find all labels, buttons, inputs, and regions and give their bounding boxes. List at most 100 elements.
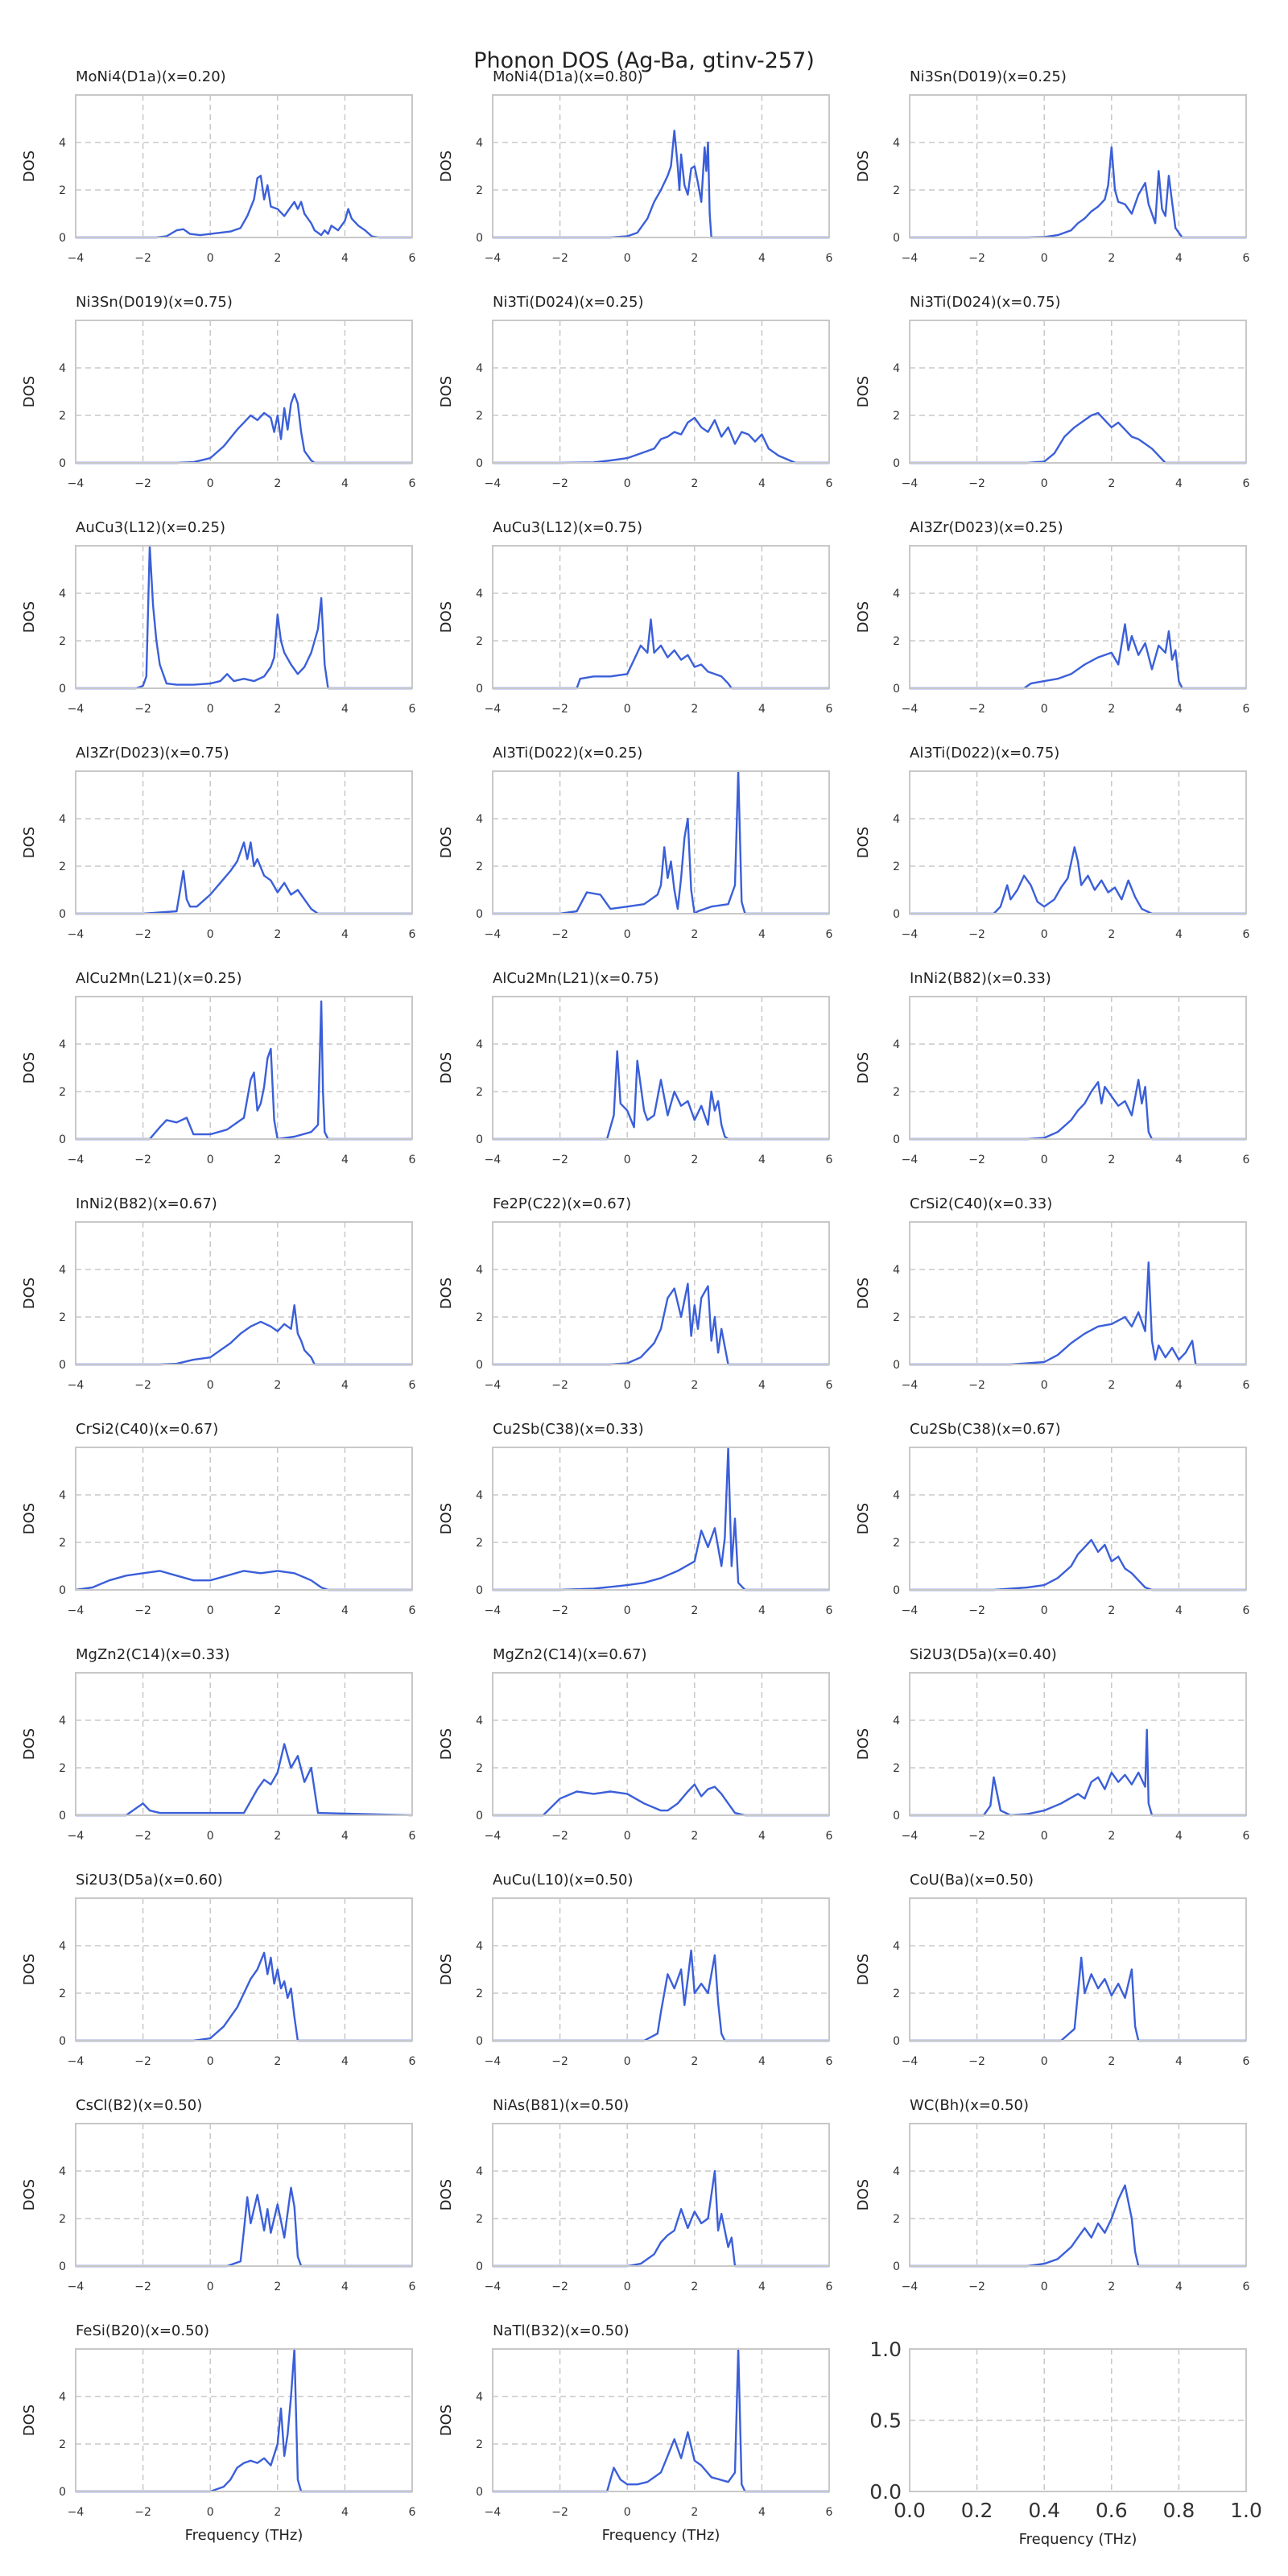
y-tick-label: 2 bbox=[893, 1537, 900, 1550]
y-axis-label: DOS bbox=[855, 2179, 872, 2211]
x-tick-label: 6 bbox=[826, 703, 833, 716]
x-tick-label: 2 bbox=[691, 252, 698, 265]
x-tick-label: 0 bbox=[207, 2281, 214, 2293]
x-tick-label: 0 bbox=[207, 477, 214, 490]
axes-frame bbox=[492, 1897, 830, 2041]
x-tick-label: 2 bbox=[274, 1379, 281, 1392]
x-tick-label: −2 bbox=[968, 2055, 985, 2068]
x-tick-label: 0 bbox=[1041, 1379, 1048, 1392]
x-tick-label: −4 bbox=[902, 928, 919, 941]
x-tick-label: 2 bbox=[691, 477, 698, 490]
panel-al3zr-d023-x-0-25: −4 −2 0 2 4 6 0 2 4 Al3Zr(D023)(x=0.25) DOS bbox=[855, 519, 1250, 716]
dos-series-line bbox=[76, 393, 412, 464]
x-tick-label: 0 bbox=[624, 703, 631, 716]
y-tick-label: 0 bbox=[59, 683, 66, 696]
axes-frame bbox=[909, 320, 1247, 464]
dos-series-line bbox=[910, 1956, 1246, 2042]
axes-frame bbox=[75, 2123, 413, 2267]
x-tick-label: −4 bbox=[902, 1154, 919, 1166]
x-tick-label: 2 bbox=[691, 1154, 698, 1166]
x-tick-label: 2 bbox=[1108, 703, 1115, 716]
x-tick-label: 4 bbox=[1175, 928, 1183, 941]
dos-series-line bbox=[76, 1951, 412, 2042]
x-tick-label: 4 bbox=[758, 703, 766, 716]
x-tick-label: 0 bbox=[624, 1379, 631, 1392]
x-tick-label: 4 bbox=[341, 1379, 349, 1392]
axes-frame bbox=[909, 996, 1247, 1140]
panel-cou-ba-x-0-50: −4 −2 0 2 4 6 0 2 4 CoU(Ba)(x=0.50) DOS bbox=[855, 1872, 1250, 2068]
y-tick-label: 4 bbox=[893, 588, 900, 601]
y-tick-label: 2 bbox=[59, 1762, 66, 1775]
dos-series-line bbox=[910, 1538, 1246, 1591]
subplot-title: AuCu(L10)(x=0.50) bbox=[493, 1872, 634, 1889]
y-tick-label: 0 bbox=[59, 1359, 66, 1372]
y-tick-label: 0 bbox=[893, 908, 900, 921]
x-tick-label: −4 bbox=[902, 1830, 919, 1843]
y-axis-label: DOS bbox=[21, 2405, 38, 2436]
plot-area bbox=[493, 997, 829, 1139]
y-axis-label: DOS bbox=[438, 827, 455, 858]
y-tick-label: 0 bbox=[893, 1359, 900, 1372]
x-tick-label: 6 bbox=[826, 252, 833, 265]
plot-area bbox=[76, 1898, 412, 2041]
x-tick-label: 0 bbox=[207, 928, 214, 941]
x-tick-label: 6 bbox=[409, 928, 416, 941]
panel-inni2-b82-x-0-33: −4 −2 0 2 4 6 0 2 4 InNi2(B82)(x=0.33) DOS bbox=[855, 970, 1250, 1166]
x-tick-label: −4 bbox=[485, 1154, 502, 1166]
x-tick-label: 4 bbox=[758, 2281, 766, 2293]
x-tick-label: −2 bbox=[968, 1379, 985, 1392]
x-tick-label: 6 bbox=[1243, 477, 1250, 490]
x-tick-label: 4 bbox=[341, 2281, 349, 2293]
x-tick-label: −4 bbox=[68, 2506, 85, 2519]
subplot-title: Al3Ti(D022)(x=0.25) bbox=[493, 745, 642, 762]
y-axis-label: DOS bbox=[855, 827, 872, 858]
y-tick-label: 0 bbox=[59, 1584, 66, 1597]
y-tick-label: 4 bbox=[476, 2391, 483, 2404]
y-tick-label: 0 bbox=[893, 1810, 900, 1823]
x-tick-label: −4 bbox=[485, 928, 502, 941]
plot-area bbox=[910, 2124, 1246, 2266]
y-axis-label: DOS bbox=[21, 2179, 38, 2211]
y-tick-label: 0 bbox=[59, 2260, 66, 2273]
figure-title: Phonon DOS (Ag-Ba, gtinv-257) bbox=[473, 48, 815, 73]
x-tick-label: 0 bbox=[1041, 1830, 1048, 1843]
plot-area bbox=[76, 1222, 412, 1364]
y-tick-label: 2 bbox=[893, 184, 900, 197]
plot-area bbox=[76, 1673, 412, 1815]
x-tick-label: 6 bbox=[826, 928, 833, 941]
x-tick-label: 4 bbox=[341, 1154, 349, 1166]
axes-frame bbox=[75, 770, 413, 914]
x-tick-label: 6 bbox=[409, 1154, 416, 1166]
x-tick-label: 4 bbox=[758, 1379, 766, 1392]
subplot-title: InNi2(B82)(x=0.67) bbox=[76, 1195, 217, 1212]
x-tick-label: −4 bbox=[485, 252, 502, 265]
subplot-title: Cu2Sb(C38)(x=0.33) bbox=[493, 1421, 644, 1438]
y-tick-label: 4 bbox=[893, 2165, 900, 2178]
y-tick-label: 2 bbox=[59, 1311, 66, 1324]
dos-series-line bbox=[76, 544, 412, 690]
subplot-title: Al3Ti(D022)(x=0.75) bbox=[910, 745, 1059, 762]
panel-crsi2-c40-x-0-33: −4 −2 0 2 4 6 0 2 4 CrSi2(C40)(x=0.33) DOS bbox=[855, 1195, 1250, 1392]
x-tick-label: 4 bbox=[341, 252, 349, 265]
plot-area bbox=[910, 320, 1246, 463]
x-tick-label: 0 bbox=[207, 2055, 214, 2068]
y-tick-label: 0 bbox=[59, 908, 66, 921]
dos-series-line bbox=[493, 1446, 829, 1591]
x-tick-label: 0 bbox=[624, 928, 631, 941]
x-tick-label: −4 bbox=[485, 477, 502, 490]
x-tick-label: 0 bbox=[624, 1604, 631, 1617]
x-tick-label: 6 bbox=[409, 252, 416, 265]
y-tick-label: 0 bbox=[476, 683, 483, 696]
x-tick-label: 0 bbox=[207, 703, 214, 716]
x-tick-label: 0.6 bbox=[1096, 2499, 1128, 2522]
axes-frame bbox=[909, 2123, 1247, 2267]
x-tick-label: −2 bbox=[134, 252, 151, 265]
x-tick-label: 6 bbox=[1243, 1379, 1250, 1392]
panel-fesi-b20-x-0-50: −4 −2 0 2 4 6 0 2 4 FeSi(B20)(x=0.50) DOS Frequency… bbox=[21, 2322, 416, 2544]
y-tick-label: 0 bbox=[476, 2035, 483, 2048]
y-tick-label: 0 bbox=[59, 2486, 66, 2499]
subplot-title: CoU(Ba)(x=0.50) bbox=[910, 1872, 1034, 1889]
plot-area bbox=[493, 95, 829, 237]
subplot-title: AlCu2Mn(L21)(x=0.75) bbox=[493, 970, 659, 987]
plot-area bbox=[910, 1898, 1246, 2041]
